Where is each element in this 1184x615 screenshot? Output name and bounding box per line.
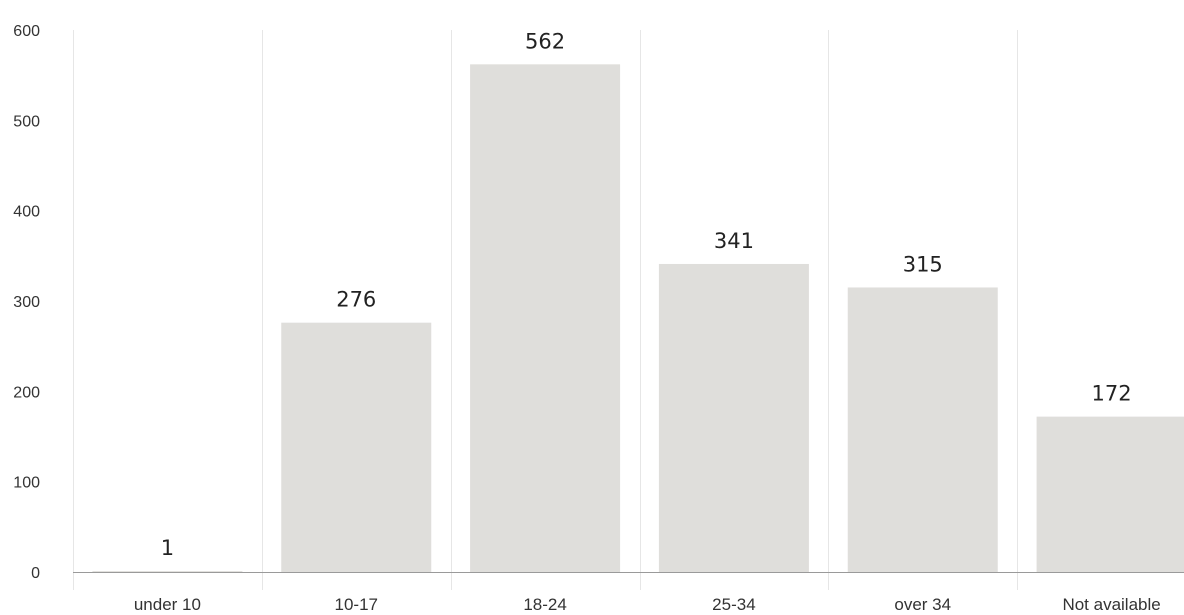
- y-tick-label: 500: [13, 113, 40, 130]
- x-tick-label: Not available: [1062, 595, 1160, 614]
- y-tick-label: 200: [13, 384, 40, 401]
- grid-lines: [73, 30, 1018, 590]
- data-label: 562: [525, 29, 565, 53]
- x-tick-label: under 10: [134, 595, 201, 614]
- bar-under-10: [92, 571, 243, 573]
- y-axis-ticks: 0 100 200 300 400 500 600: [13, 23, 40, 582]
- bar-10-17: [281, 322, 432, 572]
- x-tick-label: 18-24: [523, 595, 566, 614]
- bars: [92, 64, 1184, 573]
- bar-not-available: [1036, 416, 1184, 572]
- bar-over-34: [847, 287, 998, 572]
- bar-25-34: [658, 263, 809, 572]
- bar-18-24: [470, 64, 621, 573]
- data-label: 1: [161, 536, 174, 560]
- y-tick-label: 100: [13, 475, 40, 492]
- x-tick-label: over 34: [894, 595, 951, 614]
- data-labels: 1 276 562 341 315 172: [161, 29, 1132, 560]
- x-tick-label: 25-34: [712, 595, 755, 614]
- data-label: 172: [1092, 382, 1132, 406]
- data-label: 341: [714, 229, 754, 253]
- y-tick-label: 400: [13, 204, 40, 221]
- y-tick-label: 300: [13, 294, 40, 311]
- y-tick-label: 600: [13, 23, 40, 40]
- y-tick-label: 0: [31, 565, 40, 582]
- data-label: 276: [336, 288, 376, 312]
- x-axis-labels: under 10 10-17 18-24 25-34 over 34 Not availa…: [134, 595, 1161, 614]
- x-tick-label: 10-17: [335, 595, 378, 614]
- data-label: 315: [903, 252, 943, 276]
